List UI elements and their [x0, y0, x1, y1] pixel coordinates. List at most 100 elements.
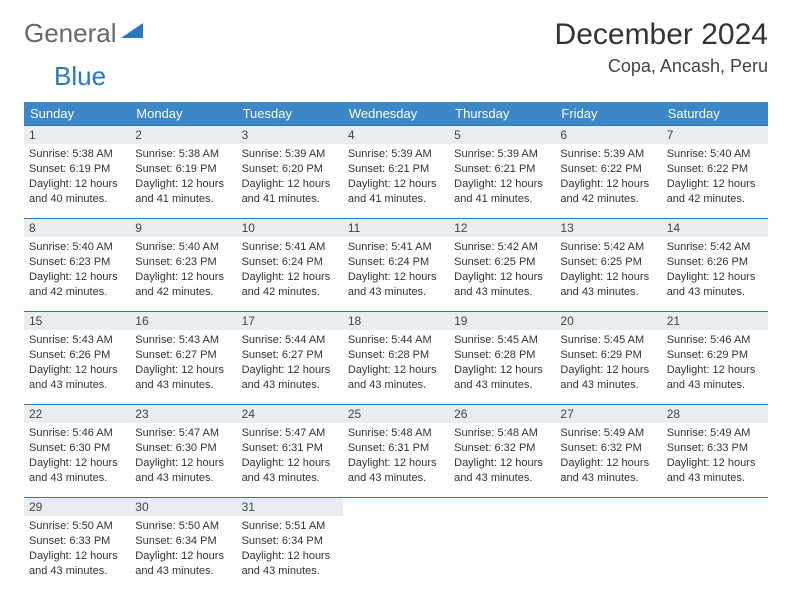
sunrise-line: Sunrise: 5:45 AM — [454, 333, 550, 348]
calendar-day-cell: 18 Sunrise: 5:44 AMSunset: 6:28 PMDayligh… — [343, 312, 449, 405]
day-content: Sunrise: 5:39 AMSunset: 6:21 PMDaylight:… — [449, 144, 555, 218]
sunset-line: Sunset: 6:33 PM — [29, 534, 125, 549]
daylight-line: Daylight: 12 hours and 43 minutes. — [560, 363, 656, 393]
calendar-day-cell: 28Sunrise: 5:49 AMSunset: 6:33 PMDayligh… — [662, 405, 768, 498]
sunset-line: Sunset: 6:29 PM — [560, 348, 656, 363]
day-number: 19 — [449, 312, 555, 330]
calendar-day-cell: 20Sunrise: 5:45 AMSunset: 6:29 PMDayligh… — [555, 312, 661, 405]
day-content: Sunrise: 5:40 AMSunset: 6:23 PMDaylight:… — [24, 237, 130, 311]
sunset-line: Sunset: 6:32 PM — [560, 441, 656, 456]
day-number: 3 — [237, 126, 343, 144]
day-number: 30 — [130, 498, 236, 516]
day-content: Sunrise: 5:45 AMSunset: 6:29 PMDaylight:… — [555, 330, 661, 404]
day-content: Sunrise: 5:42 AMSunset: 6:25 PMDaylight:… — [555, 237, 661, 311]
calendar-day-cell: 23Sunrise: 5:47 AMSunset: 6:30 PMDayligh… — [130, 405, 236, 498]
logo-text-general: General — [24, 18, 117, 49]
sunrise-line: Sunrise: 5:51 AM — [242, 519, 338, 534]
daylight-line: Daylight: 12 hours and 43 minutes. — [348, 363, 444, 393]
sunrise-line: Sunrise: 5:47 AM — [242, 426, 338, 441]
sunrise-line: Sunrise: 5:43 AM — [135, 333, 231, 348]
day-number: 14 — [662, 219, 768, 237]
calendar-day-cell: 6Sunrise: 5:39 AMSunset: 6:22 PMDaylight… — [555, 126, 661, 219]
day-content: Sunrise: 5:50 AMSunset: 6:33 PMDaylight:… — [24, 516, 130, 590]
daylight-line: Daylight: 12 hours and 42 minutes. — [560, 177, 656, 207]
sunset-line: Sunset: 6:24 PM — [242, 255, 338, 270]
day-content: Sunrise: 5:41 AMSunset: 6:24 PMDaylight:… — [237, 237, 343, 311]
sunrise-line: Sunrise: 5:49 AM — [560, 426, 656, 441]
sunrise-line: Sunrise: 5:46 AM — [667, 333, 763, 348]
day-number: 31 — [237, 498, 343, 516]
sunset-line: Sunset: 6:28 PM — [348, 348, 444, 363]
sunset-line: Sunset: 6:24 PM — [348, 255, 444, 270]
daylight-line: Daylight: 12 hours and 43 minutes. — [348, 456, 444, 486]
daylight-line: Daylight: 12 hours and 43 minutes. — [667, 270, 763, 300]
daylight-line: Daylight: 12 hours and 41 minutes. — [348, 177, 444, 207]
daylight-line: Daylight: 12 hours and 43 minutes. — [454, 270, 550, 300]
sunrise-line: Sunrise: 5:42 AM — [454, 240, 550, 255]
day-content: Sunrise: 5:44 AMSunset: 6:27 PMDaylight:… — [237, 330, 343, 404]
calendar-week-row: 15Sunrise: 5:43 AMSunset: 6:26 PMDayligh… — [24, 312, 768, 405]
daylight-line: Daylight: 12 hours and 42 minutes. — [667, 177, 763, 207]
sunrise-line: Sunrise: 5:44 AM — [242, 333, 338, 348]
day-number: 11 — [343, 219, 449, 237]
calendar-day-cell: 13Sunrise: 5:42 AMSunset: 6:25 PMDayligh… — [555, 219, 661, 312]
sunset-line: Sunset: 6:32 PM — [454, 441, 550, 456]
calendar-day-cell: 26Sunrise: 5:48 AMSunset: 6:32 PMDayligh… — [449, 405, 555, 498]
sunrise-line: Sunrise: 5:40 AM — [667, 147, 763, 162]
calendar-day-cell: 24Sunrise: 5:47 AMSunset: 6:31 PMDayligh… — [237, 405, 343, 498]
day-number: 28 — [662, 405, 768, 423]
calendar-day-cell: 27Sunrise: 5:49 AMSunset: 6:32 PMDayligh… — [555, 405, 661, 498]
logo: General — [24, 18, 143, 49]
day-number: 9 — [130, 219, 236, 237]
calendar-day-cell — [555, 498, 661, 591]
sunrise-line: Sunrise: 5:39 AM — [454, 147, 550, 162]
daylight-line: Daylight: 12 hours and 43 minutes. — [242, 549, 338, 579]
calendar-day-cell: 12Sunrise: 5:42 AMSunset: 6:25 PMDayligh… — [449, 219, 555, 312]
day-number: 8 — [24, 219, 130, 237]
location-text: Copa, Ancash, Peru — [555, 56, 768, 77]
daylight-line: Daylight: 12 hours and 43 minutes. — [242, 363, 338, 393]
day-number: 4 — [343, 126, 449, 144]
sunrise-line: Sunrise: 5:44 AM — [348, 333, 444, 348]
day-content: Sunrise: 5:47 AMSunset: 6:30 PMDaylight:… — [130, 423, 236, 497]
calendar-day-cell: 7Sunrise: 5:40 AMSunset: 6:22 PMDaylight… — [662, 126, 768, 219]
sunrise-line: Sunrise: 5:43 AM — [29, 333, 125, 348]
sunrise-line: Sunrise: 5:39 AM — [242, 147, 338, 162]
day-number: 7 — [662, 126, 768, 144]
day-number: 20 — [555, 312, 661, 330]
day-content: Sunrise: 5:40 AMSunset: 6:22 PMDaylight:… — [662, 144, 768, 218]
logo-triangle-icon — [121, 23, 143, 41]
day-number: 15 — [24, 312, 130, 330]
daylight-line: Daylight: 12 hours and 43 minutes. — [454, 363, 550, 393]
day-number: 23 — [130, 405, 236, 423]
calendar-day-cell: 8Sunrise: 5:40 AMSunset: 6:23 PMDaylight… — [24, 219, 130, 312]
day-content: Sunrise: 5:47 AMSunset: 6:31 PMDaylight:… — [237, 423, 343, 497]
day-content: Sunrise: 5:50 AMSunset: 6:34 PMDaylight:… — [130, 516, 236, 590]
calendar-header-row: SundayMondayTuesdayWednesdayThursdayFrid… — [24, 102, 768, 126]
day-number: 1 — [24, 126, 130, 144]
day-content: Sunrise: 5:51 AMSunset: 6:34 PMDaylight:… — [237, 516, 343, 590]
weekday-header: Friday — [555, 102, 661, 126]
day-content: Sunrise: 5:49 AMSunset: 6:32 PMDaylight:… — [555, 423, 661, 497]
sunset-line: Sunset: 6:21 PM — [454, 162, 550, 177]
sunset-line: Sunset: 6:23 PM — [135, 255, 231, 270]
day-number: 2 — [130, 126, 236, 144]
calendar-day-cell: 21Sunrise: 5:46 AMSunset: 6:29 PMDayligh… — [662, 312, 768, 405]
sunrise-line: Sunrise: 5:47 AM — [135, 426, 231, 441]
calendar-day-cell: 19 Sunrise: 5:45 AMSunset: 6:28 PMDayligh… — [449, 312, 555, 405]
sunset-line: Sunset: 6:31 PM — [348, 441, 444, 456]
day-content: Sunrise: 5:39 AMSunset: 6:21 PMDaylight:… — [343, 144, 449, 218]
calendar-day-cell: 16Sunrise: 5:43 AMSunset: 6:27 PMDayligh… — [130, 312, 236, 405]
sunset-line: Sunset: 6:19 PM — [135, 162, 231, 177]
sunrise-line: Sunrise: 5:48 AM — [454, 426, 550, 441]
title-block: December 2024 Copa, Ancash, Peru — [555, 18, 768, 77]
logo-text-blue: Blue — [54, 61, 106, 92]
day-number: 18 — [343, 312, 449, 330]
day-number: 27 — [555, 405, 661, 423]
day-number: 12 — [449, 219, 555, 237]
day-number: 16 — [130, 312, 236, 330]
day-number: 24 — [237, 405, 343, 423]
sunset-line: Sunset: 6:28 PM — [454, 348, 550, 363]
calendar-day-cell: 22Sunrise: 5:46 AMSunset: 6:30 PMDayligh… — [24, 405, 130, 498]
calendar-day-cell: 15Sunrise: 5:43 AMSunset: 6:26 PMDayligh… — [24, 312, 130, 405]
